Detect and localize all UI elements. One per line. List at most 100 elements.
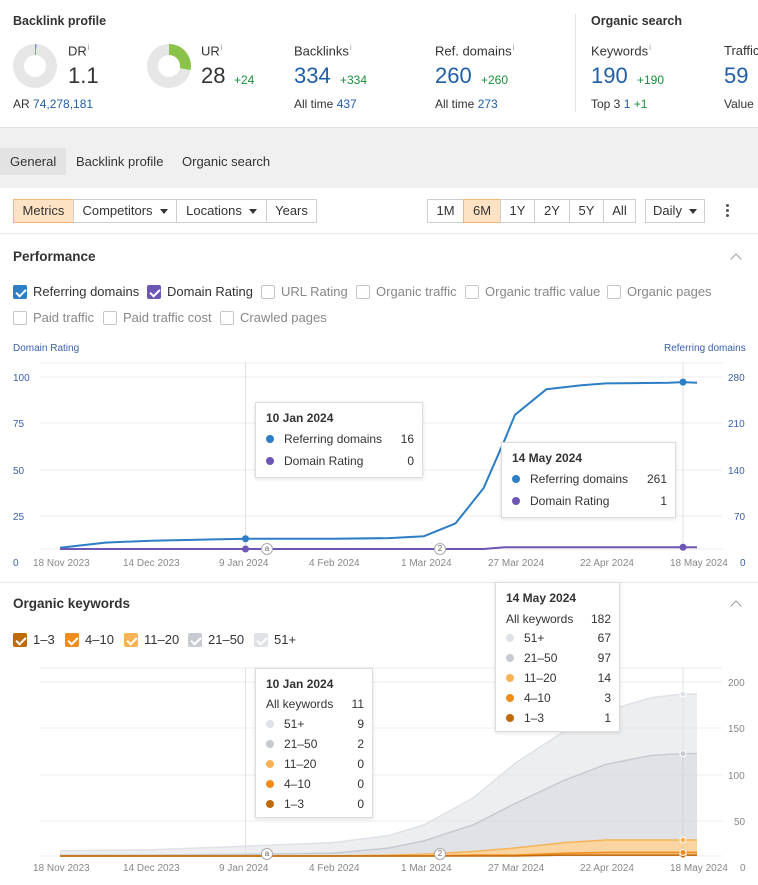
x-tick: 9 Jan 2024 — [219, 558, 269, 569]
line-21-50 — [60, 752, 697, 856]
cb-organic-traffic-value[interactable]: Organic traffic value — [465, 284, 600, 300]
tab-general[interactable]: General — [0, 148, 67, 175]
competitors-dropdown[interactable]: Competitors — [73, 199, 177, 223]
ref-domains-value[interactable]: 260 — [435, 63, 472, 88]
y-tick: 25 — [13, 512, 25, 523]
kw-y-tick: 100 — [728, 771, 745, 782]
x-tick: 9 Jan 2024 — [219, 863, 269, 874]
cb-paid-traffic-cost[interactable]: Paid traffic cost — [103, 310, 212, 326]
series-line-referring-domains — [59, 381, 698, 549]
hover-point — [679, 750, 687, 758]
ref-domains-all-time: All time 273 — [435, 97, 498, 111]
annotation-marker[interactable]: a — [261, 543, 273, 555]
tab-backlink-profile[interactable]: Backlink profile — [76, 154, 164, 169]
kw-y-tick: 200 — [728, 678, 745, 689]
cb-kw-51-plus[interactable]: 51+ — [254, 632, 296, 648]
tab-organic-search[interactable]: Organic search — [182, 154, 271, 169]
years-button[interactable]: Years — [266, 199, 317, 223]
line-51-plus — [59, 693, 697, 852]
keywords-delta: +190 — [637, 73, 665, 87]
y-tick: 100 — [13, 373, 30, 384]
x-tick: 22 Apr 2024 — [580, 558, 634, 569]
backlinks-value[interactable]: 334 — [294, 63, 331, 88]
interval-dropdown[interactable]: Daily — [645, 199, 705, 223]
x-tick: 4 Feb 2024 — [309, 863, 360, 874]
hover-point — [679, 848, 687, 856]
annotation-marker[interactable]: a — [261, 848, 273, 860]
right-axis-title: Referring domains — [664, 343, 746, 354]
info-icon[interactable]: i — [349, 43, 352, 52]
range-1m-button[interactable]: 1M — [427, 199, 464, 223]
cb-organic-traffic[interactable]: Organic traffic — [356, 284, 457, 300]
metrics-button[interactable]: Metrics — [13, 199, 74, 223]
ref-domains-label: Ref. domainsi — [435, 43, 515, 59]
cb-domain-rating[interactable]: Domain Rating — [147, 284, 253, 300]
hover-point — [679, 378, 687, 386]
cb-kw-1-3[interactable]: 1–3 — [13, 632, 55, 648]
x-tick: 14 Dec 2023 — [123, 863, 180, 874]
traffic-value-label: Value — [724, 97, 754, 111]
header-divider — [575, 14, 576, 112]
x-tick: 18 May 2024 — [670, 863, 728, 874]
kw-y-tick: 0 — [740, 863, 746, 874]
section-divider — [0, 582, 758, 583]
backlink-profile-title: Backlink profile — [13, 14, 107, 28]
cb-kw-21-50[interactable]: 21–50 — [188, 632, 244, 648]
annotation-marker[interactable]: 2 — [434, 543, 446, 555]
y-tick: 50 — [13, 466, 25, 477]
tooltip-jan: 10 Jan 2024 Referring domains 16 Domain R… — [255, 402, 423, 478]
info-icon[interactable]: i — [512, 43, 515, 52]
backlinks-delta: +334 — [340, 73, 368, 87]
hover-point — [679, 836, 687, 844]
hover-point — [242, 535, 249, 543]
x-tick: 18 Nov 2023 — [33, 558, 90, 569]
info-icon[interactable]: i — [649, 43, 651, 52]
ur-donut-icon — [147, 44, 191, 88]
chevron-down-icon — [248, 209, 257, 215]
y-tick-right: 280 — [728, 373, 745, 384]
cb-kw-11-20[interactable]: 11–20 — [124, 632, 179, 648]
info-icon[interactable]: i — [87, 43, 90, 52]
annotation-marker[interactable]: 2 — [434, 848, 446, 860]
range-2y-button[interactable]: 2Y — [534, 199, 570, 223]
line-1-3 — [60, 854, 697, 857]
stats-header: Backlink profile DRi 1.1 AR 74,278,181 U… — [0, 0, 758, 127]
y-tick: 75 — [13, 419, 25, 430]
kw-tooltip-jan: 10 Jan 2024 All keywords 11 51+ 9 21–50 2 1… — [255, 668, 373, 818]
cb-url-rating[interactable]: URL Rating — [261, 284, 348, 300]
cb-organic-pages[interactable]: Organic pages — [607, 284, 712, 300]
x-tick: 1 Mar 2024 — [401, 558, 452, 569]
organic-search-title: Organic search — [591, 14, 683, 28]
info-icon[interactable]: i — [220, 43, 223, 52]
ar-value[interactable]: 74,278,181 — [33, 97, 94, 111]
y-tick-right: 0 — [740, 558, 746, 569]
ur-value: 28 — [201, 63, 226, 88]
cb-paid-traffic[interactable]: Paid traffic — [13, 310, 94, 326]
traffic-value[interactable]: 59 — [724, 63, 749, 88]
cb-kw-4-10[interactable]: 4–10 — [65, 632, 114, 648]
cb-referring-domains[interactable]: Referring domains — [13, 284, 139, 300]
kw-y-tick: 50 — [734, 817, 746, 828]
backlinks-label: Backlinksi — [294, 43, 352, 59]
locations-dropdown[interactable]: Locations — [176, 199, 267, 223]
chevron-down-icon — [688, 209, 697, 215]
more-options-icon[interactable] — [726, 204, 730, 219]
report-tabs: General Backlink profile Organic search — [0, 127, 758, 188]
cb-crawled-pages[interactable]: Crawled pages — [220, 310, 327, 326]
x-tick: 27 Mar 2024 — [488, 863, 545, 874]
left-axis-title: Domain Rating — [13, 343, 80, 354]
area-51-plus — [60, 694, 697, 856]
range-all-button[interactable]: All — [603, 199, 636, 223]
y-tick-right: 210 — [728, 419, 745, 430]
hover-point — [679, 543, 687, 551]
x-tick: 18 May 2024 — [670, 558, 728, 569]
chevron-down-icon — [159, 209, 168, 215]
keywords-top3: Top 3 1 +1 — [591, 97, 648, 111]
dr-donut-icon — [13, 44, 57, 88]
area-21-50 — [60, 753, 697, 856]
performance-title: Performance — [13, 249, 96, 264]
keywords-value[interactable]: 190 — [591, 63, 628, 88]
ar-row: AR 74,278,181 — [13, 97, 94, 111]
x-tick: 4 Feb 2024 — [309, 558, 360, 569]
